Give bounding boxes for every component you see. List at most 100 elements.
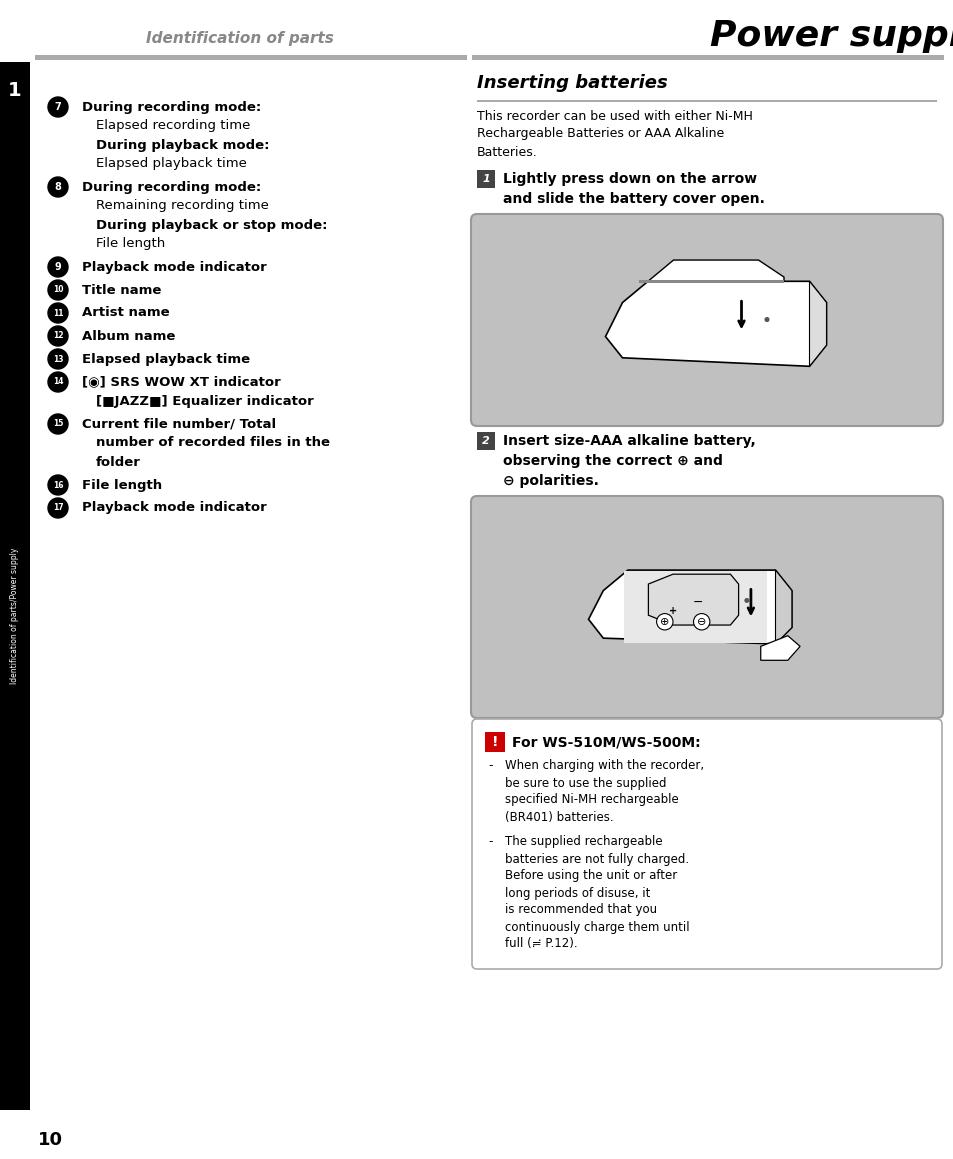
Text: Identification of parts/Power supply: Identification of parts/Power supply (10, 548, 19, 684)
Text: For WS-510M/WS-500M:: For WS-510M/WS-500M: (512, 735, 700, 749)
Text: This recorder can be used with either Ni-MH: This recorder can be used with either Ni… (476, 109, 752, 123)
Bar (476, 100, 936, 102)
Text: batteries are not fully charged.: batteries are not fully charged. (504, 853, 688, 866)
Text: 8: 8 (54, 182, 61, 192)
Text: 11: 11 (52, 308, 63, 318)
Text: ⊖ polarities.: ⊖ polarities. (502, 474, 598, 488)
Text: 14: 14 (52, 378, 63, 386)
Text: Power supply: Power supply (709, 19, 953, 53)
Circle shape (48, 326, 68, 347)
Polygon shape (605, 282, 825, 366)
Text: Elapsed playback time: Elapsed playback time (82, 352, 250, 365)
Text: During recording mode:: During recording mode: (82, 101, 261, 114)
Bar (639, 279, 783, 283)
Circle shape (48, 475, 68, 495)
Text: observing the correct ⊕ and: observing the correct ⊕ and (502, 454, 722, 468)
Text: [■JAZZ■] Equalizer indicator: [■JAZZ■] Equalizer indicator (96, 394, 314, 408)
Circle shape (48, 372, 68, 392)
Text: Rechargeable Batteries or AAA Alkaline: Rechargeable Batteries or AAA Alkaline (476, 127, 723, 140)
Text: Lightly press down on the arrow: Lightly press down on the arrow (502, 172, 757, 185)
Polygon shape (647, 260, 783, 282)
FancyBboxPatch shape (471, 214, 942, 427)
Text: 2: 2 (481, 436, 489, 446)
Text: Remaining recording time: Remaining recording time (96, 199, 269, 212)
Bar (0, 61, 30, 1110)
Text: During playback or stop mode:: During playback or stop mode: (96, 219, 327, 232)
Circle shape (48, 257, 68, 277)
Text: Identification of parts: Identification of parts (146, 30, 334, 45)
Bar (484, 732, 504, 752)
Bar (476, 432, 495, 450)
Text: -: - (488, 836, 493, 848)
Text: [◉] SRS WOW XT indicator: [◉] SRS WOW XT indicator (82, 376, 280, 388)
Text: ⊖: ⊖ (697, 617, 705, 627)
Text: During recording mode:: During recording mode: (82, 181, 261, 194)
Bar (35, 54, 467, 60)
Text: 15: 15 (52, 420, 63, 429)
Text: Playback mode indicator: Playback mode indicator (82, 261, 267, 274)
Text: The supplied rechargeable: The supplied rechargeable (504, 836, 662, 848)
Bar (476, 170, 495, 188)
Text: Current file number/ Total: Current file number/ Total (82, 417, 275, 430)
Text: Insert size-AAA alkaline battery,: Insert size-AAA alkaline battery, (502, 433, 755, 449)
Bar (623, 571, 766, 643)
Text: Album name: Album name (82, 329, 175, 343)
Text: 1: 1 (481, 174, 489, 184)
Text: be sure to use the supplied: be sure to use the supplied (504, 777, 666, 789)
Text: During playback mode:: During playback mode: (96, 138, 269, 152)
Text: 7: 7 (54, 102, 61, 112)
Text: Batteries.: Batteries. (476, 146, 537, 159)
Circle shape (743, 598, 748, 603)
Text: !: ! (491, 735, 497, 749)
Text: 17: 17 (52, 503, 63, 512)
Text: Before using the unit or after: Before using the unit or after (504, 869, 677, 882)
Polygon shape (648, 574, 738, 625)
Polygon shape (588, 570, 791, 644)
Text: is recommended that you: is recommended that you (504, 904, 657, 917)
Text: Artist name: Artist name (82, 306, 170, 320)
Text: +: + (668, 606, 677, 617)
Circle shape (48, 177, 68, 197)
Text: 10: 10 (38, 1131, 63, 1149)
Text: 13: 13 (52, 355, 63, 364)
Text: and slide the battery cover open.: and slide the battery cover open. (502, 192, 764, 206)
Text: number of recorded files in the: number of recorded files in the (96, 437, 330, 450)
Text: Playback mode indicator: Playback mode indicator (82, 502, 267, 515)
Text: (BR401) batteries.: (BR401) batteries. (504, 810, 613, 824)
Text: Elapsed recording time: Elapsed recording time (96, 119, 250, 132)
Text: folder: folder (96, 455, 141, 468)
Text: −: − (692, 597, 702, 610)
Text: full (≓ P.12).: full (≓ P.12). (504, 938, 577, 950)
Circle shape (48, 302, 68, 323)
Text: Title name: Title name (82, 284, 161, 297)
Text: 16: 16 (52, 481, 63, 489)
Text: 9: 9 (54, 262, 61, 272)
Polygon shape (809, 282, 825, 366)
Circle shape (48, 498, 68, 518)
Text: When charging with the recorder,: When charging with the recorder, (504, 759, 703, 773)
Text: 1: 1 (9, 80, 22, 100)
Circle shape (656, 613, 672, 630)
Bar (472, 54, 943, 60)
Text: Inserting batteries: Inserting batteries (476, 74, 667, 92)
Text: File length: File length (96, 238, 165, 250)
Circle shape (763, 318, 769, 322)
Text: Elapsed playback time: Elapsed playback time (96, 158, 247, 170)
Text: ⊕: ⊕ (659, 617, 669, 627)
FancyBboxPatch shape (471, 496, 942, 717)
Polygon shape (775, 570, 791, 644)
Text: File length: File length (82, 479, 162, 491)
Polygon shape (760, 635, 800, 661)
Text: specified Ni-MH rechargeable: specified Ni-MH rechargeable (504, 794, 678, 807)
Text: 12: 12 (52, 331, 63, 341)
Circle shape (48, 414, 68, 433)
Circle shape (48, 97, 68, 117)
Circle shape (693, 613, 709, 630)
Text: long periods of disuse, it: long periods of disuse, it (504, 887, 650, 899)
FancyBboxPatch shape (472, 719, 941, 969)
Circle shape (48, 349, 68, 369)
Text: continuously charge them until: continuously charge them until (504, 920, 689, 933)
Text: 10: 10 (52, 285, 63, 294)
Text: -: - (488, 759, 493, 773)
Circle shape (48, 280, 68, 300)
